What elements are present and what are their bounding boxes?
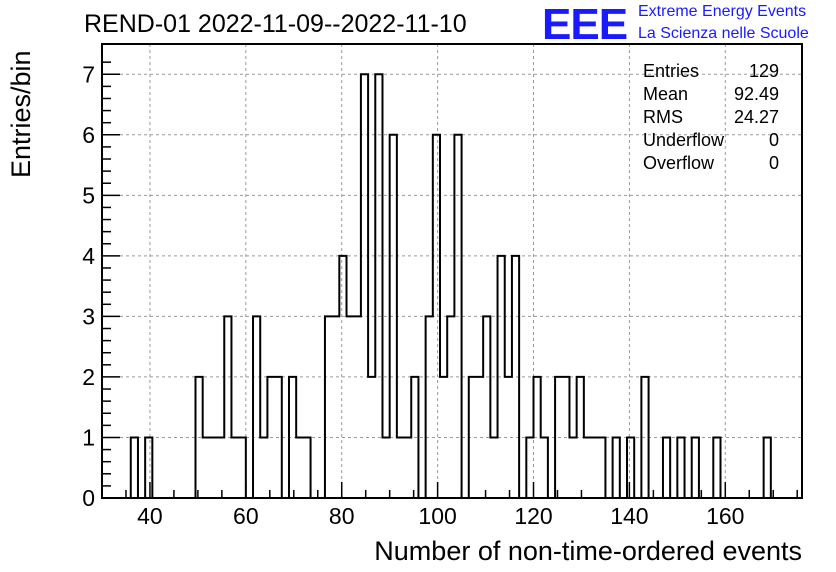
y-axis-label: Entries/bin xyxy=(6,50,36,178)
stats-value: 129 xyxy=(748,61,779,81)
y-tick-label: 6 xyxy=(82,122,95,148)
stats-value: 0 xyxy=(768,153,779,173)
x-tick-label: 60 xyxy=(233,503,259,529)
stats-label: Underflow xyxy=(643,130,725,150)
stats-label: RMS xyxy=(643,107,683,127)
logo-line-2: La Scienza nelle Scuole xyxy=(638,25,809,42)
y-tick-label: 7 xyxy=(82,61,95,87)
logo-line-1: Extreme Energy Events xyxy=(638,3,807,20)
chart-title: REND-01 2022-11-09--2022-11-10 xyxy=(84,10,467,38)
stats-label: Overflow xyxy=(643,153,715,173)
stats-box: Entries 129 Mean 92.49 RMS 24.27 Underfl… xyxy=(643,60,779,175)
histogram-series xyxy=(102,73,802,499)
y-tick-label: 0 xyxy=(82,485,95,511)
stats-row-overflow: Overflow 0 xyxy=(643,152,779,175)
y-tick-label: 2 xyxy=(82,364,95,390)
x-tick-label: 160 xyxy=(706,503,744,529)
stats-row-mean: Mean 92.49 xyxy=(643,83,779,106)
stats-row-entries: Entries 129 xyxy=(643,60,779,83)
x-tick-label: 40 xyxy=(137,503,163,529)
x-tick-label: 100 xyxy=(418,503,456,529)
y-tick-label: 4 xyxy=(82,243,95,269)
x-tick-label: 120 xyxy=(514,503,552,529)
y-tick-label: 3 xyxy=(82,303,95,329)
x-tick-label: 140 xyxy=(610,503,648,529)
stats-label: Mean xyxy=(643,84,689,104)
plot-frame xyxy=(101,43,803,499)
y-tick-label: 5 xyxy=(82,182,95,208)
tick-labels: 40 60 80 100 120 140 160 0 1 2 3 4 5 6 7 xyxy=(82,61,744,529)
stats-row-rms: RMS 24.27 xyxy=(643,106,779,129)
axis-ticks xyxy=(101,61,798,499)
stats-row-underflow: Underflow 0 xyxy=(643,129,779,152)
x-axis-label: Number of non-time-ordered events xyxy=(374,536,802,566)
x-tick-label: 80 xyxy=(329,503,355,529)
stats-label: Entries xyxy=(643,61,700,81)
y-tick-label: 1 xyxy=(82,424,95,450)
stats-value: 0 xyxy=(768,130,779,150)
stats-value: 92.49 xyxy=(733,84,779,104)
eee-logo: EEE xyxy=(542,0,628,49)
stats-value: 24.27 xyxy=(733,107,779,127)
